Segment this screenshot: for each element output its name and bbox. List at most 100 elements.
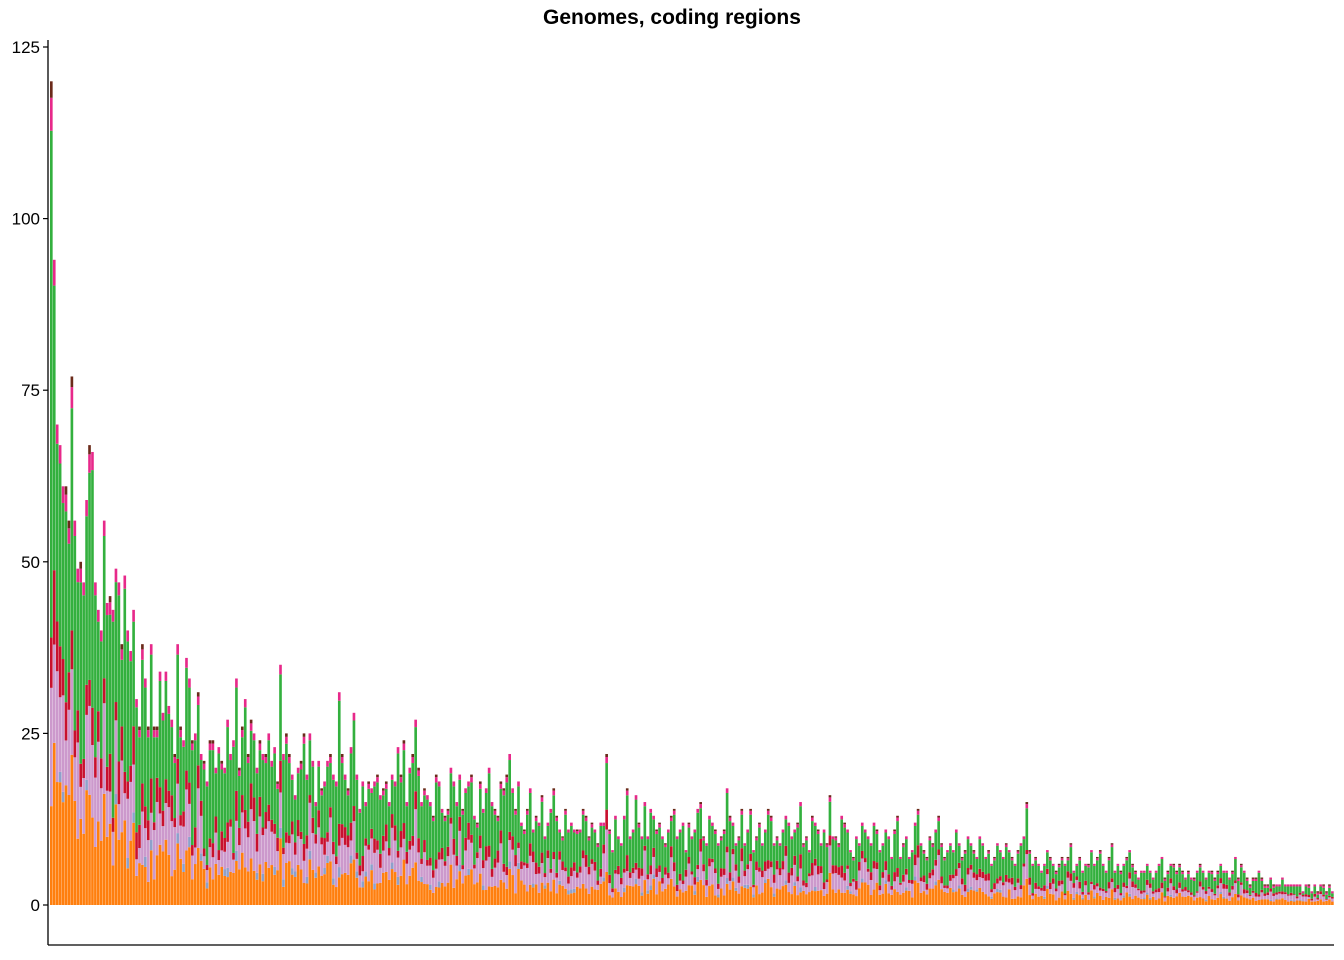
bar-segment-purple	[846, 885, 849, 890]
bar-segment-pink	[1028, 884, 1032, 896]
bar-segment-brown	[525, 808, 529, 811]
bar-segment-purple	[85, 779, 88, 791]
bar	[88, 445, 91, 905]
bar-segment-orange	[1037, 896, 1040, 905]
bar	[716, 843, 720, 905]
bar	[285, 733, 288, 905]
bar-segment-brown	[50, 81, 53, 98]
bar-segment-orange	[123, 820, 127, 905]
bar-segment-crimson	[1013, 886, 1017, 891]
bar	[802, 843, 805, 905]
bar-segment-pink	[719, 876, 723, 889]
bar-segment-purple	[326, 855, 329, 863]
bar-segment-orange	[1001, 896, 1005, 905]
bar-segment-crimson	[960, 878, 964, 885]
bar	[364, 802, 368, 905]
bar-segment-pink	[211, 857, 215, 880]
bar-segment-crimson	[335, 856, 338, 865]
bar-segment-orange	[208, 867, 212, 905]
bar	[584, 815, 588, 905]
bar-segment-green	[622, 819, 626, 869]
bar-segment-pink	[417, 852, 420, 881]
bar-segment-orange	[1060, 891, 1064, 905]
bar-segment-crimson	[499, 830, 503, 844]
bar-segment-orange	[470, 869, 473, 905]
bar-segment-orange	[202, 868, 206, 905]
bar-segment-purple	[1269, 899, 1272, 902]
bar-segment-brown	[138, 726, 141, 731]
bar-segment-green	[434, 782, 438, 860]
bar	[396, 747, 400, 905]
bar	[1090, 850, 1093, 905]
bar-segment-magenta	[1151, 877, 1155, 880]
bar-segment-green	[373, 786, 376, 839]
bar-segment-magenta	[229, 753, 232, 761]
bar-segment-crimson	[340, 824, 344, 838]
bar-segment-brown	[940, 843, 943, 845]
bar	[711, 822, 714, 905]
bar-segment-brown	[399, 774, 403, 778]
bar-segment-orange	[261, 881, 265, 905]
bar-segment-brown	[496, 815, 500, 818]
bar-segment-crimson	[323, 838, 326, 855]
bar-segment-pink	[725, 852, 729, 879]
bar-segment-magenta	[332, 774, 335, 780]
bar-segment-pink	[620, 884, 623, 897]
bar-segment-green	[1122, 865, 1126, 883]
bar-segment-crimson	[1137, 888, 1140, 891]
bar-segment-magenta	[467, 781, 470, 787]
bar	[758, 822, 761, 905]
y-tick-label: 0	[31, 896, 40, 915]
bar-segment-crimson	[593, 861, 597, 871]
bar	[793, 829, 797, 905]
bar	[625, 788, 629, 905]
bar-segment-green	[1113, 872, 1117, 888]
bar-segment-brown	[211, 740, 215, 744]
bar-segment-crimson	[379, 853, 382, 868]
bar-segment-purple	[199, 853, 203, 861]
bar-segment-crimson	[85, 684, 88, 715]
bar-segment-brown	[925, 856, 929, 859]
bar-segment-pink	[467, 839, 470, 869]
bar-segment-crimson	[1010, 877, 1014, 885]
bar-segment-orange	[393, 872, 397, 905]
bar-segment-green	[431, 821, 435, 871]
bar-segment-green	[816, 834, 820, 866]
bar-segment-orange	[464, 875, 467, 905]
bar-segment-green	[299, 769, 303, 832]
bar-segment-brown	[1210, 870, 1214, 873]
bar-segment-crimson	[655, 868, 658, 877]
bar-segment-crimson	[843, 872, 846, 881]
bar-segment-purple	[1093, 896, 1096, 899]
bar	[302, 733, 306, 905]
bar-segment-pink	[614, 873, 617, 889]
bar-segment-orange	[1101, 899, 1105, 905]
bar-segment-green	[1134, 874, 1137, 885]
bar-segment-orange	[931, 888, 935, 905]
bar-segment-magenta	[1234, 856, 1237, 860]
bar-segment-green	[1225, 872, 1228, 885]
bar-segment-brown	[461, 808, 464, 811]
bar-segment-pink	[214, 832, 218, 864]
bar-segment-crimson	[1145, 879, 1149, 885]
bar-segment-pink	[910, 883, 914, 898]
bar	[337, 692, 341, 905]
bar	[1319, 884, 1322, 905]
bar-segment-pink	[188, 803, 191, 837]
bar-segment-green	[852, 860, 855, 879]
bar-segment-green	[523, 834, 526, 863]
bar-segment-crimson	[55, 621, 59, 672]
bar	[320, 788, 323, 905]
bar-segment-pink	[108, 791, 112, 824]
bar-segment-crimson	[899, 882, 902, 885]
bar	[855, 836, 858, 905]
bar-segment-purple	[969, 886, 973, 890]
bar-segment-crimson	[990, 889, 993, 893]
bar-segment-brown	[1245, 877, 1249, 879]
bar-segment-orange	[396, 884, 400, 905]
bar-segment-magenta	[387, 802, 391, 807]
bar	[370, 788, 373, 905]
bar	[340, 753, 344, 905]
bar-segment-crimson	[599, 868, 603, 877]
bar	[969, 843, 973, 905]
